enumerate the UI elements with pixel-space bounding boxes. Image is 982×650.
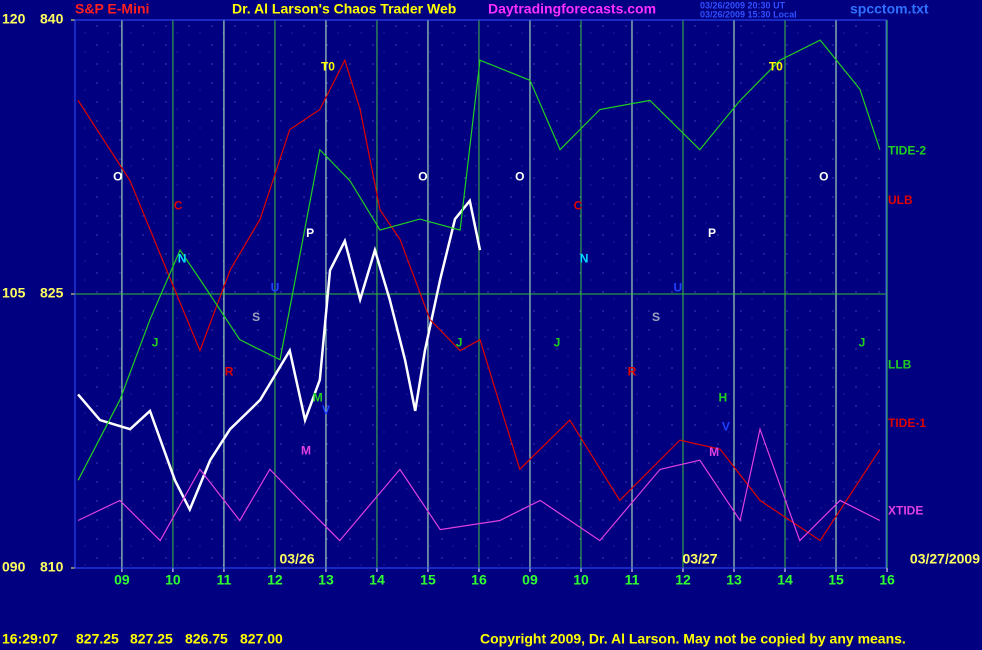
annotation: H bbox=[718, 390, 727, 404]
website: Daytradingforecasts.com bbox=[488, 1, 656, 17]
y2-tick-label: 090 bbox=[2, 559, 26, 575]
x-tick-label: 13 bbox=[318, 572, 334, 588]
annotation: C bbox=[574, 198, 583, 212]
x-tick-label: 16 bbox=[879, 572, 895, 588]
annotation: J bbox=[152, 335, 159, 349]
y-tick-label: 810 bbox=[40, 559, 64, 575]
annotation: O bbox=[418, 169, 427, 183]
y-tick-label: 825 bbox=[40, 285, 64, 301]
date-label: 03/27/2009 bbox=[910, 551, 980, 567]
annotation: U bbox=[674, 281, 683, 295]
chart-title: Dr. Al Larson's Chaos Trader Web bbox=[232, 1, 456, 17]
file-name: spcctom.txt bbox=[850, 1, 929, 17]
annotation: N bbox=[580, 251, 589, 265]
x-tick-label: 09 bbox=[522, 572, 538, 588]
timestamp: 03/26/2009 15:30 Local bbox=[700, 9, 797, 19]
annotation: M bbox=[313, 390, 323, 404]
x-tick-label: 10 bbox=[165, 572, 181, 588]
series-line bbox=[77, 426, 881, 542]
annotation: T0 bbox=[321, 60, 335, 74]
x-tick-label: 11 bbox=[217, 572, 232, 588]
x-tick-label: 10 bbox=[573, 572, 589, 588]
timestamp: 03/26/2009 20:30 UT bbox=[700, 0, 786, 10]
x-tick-label: 15 bbox=[420, 572, 436, 588]
x-tick-label: 09 bbox=[114, 572, 130, 588]
annotation: V bbox=[722, 420, 730, 434]
symbol: S&P E-Mini bbox=[75, 1, 149, 17]
x-tick-label: 14 bbox=[777, 572, 793, 588]
status-open: 827.25 bbox=[76, 631, 119, 647]
right-label: ULB bbox=[888, 193, 913, 207]
annotation: S bbox=[252, 310, 260, 324]
plot: 09 10 11 12 13 14 15 16 09 10 11 12 13 14 15 16 810 825 84… bbox=[2, 11, 895, 588]
x-tick-label: 15 bbox=[828, 572, 844, 588]
annotation: U bbox=[271, 281, 280, 295]
annotation: R bbox=[628, 365, 637, 379]
annotation: S bbox=[652, 310, 660, 324]
right-label: LLB bbox=[888, 357, 912, 371]
annotation: O bbox=[113, 169, 122, 183]
right-label: TIDE-2 bbox=[888, 144, 926, 158]
annotation: T0 bbox=[769, 60, 783, 74]
status-close: 827.00 bbox=[240, 631, 283, 647]
series-line bbox=[77, 58, 881, 542]
right-label: TIDE-1 bbox=[888, 416, 926, 430]
status-high: 827.25 bbox=[130, 631, 173, 647]
x-tick-label: 16 bbox=[471, 572, 487, 588]
annotation: M bbox=[301, 443, 311, 457]
annotation: C bbox=[174, 198, 183, 212]
plot-border bbox=[74, 19, 887, 569]
annotation: V bbox=[322, 403, 330, 417]
annotation: P bbox=[708, 226, 716, 240]
annotation: N bbox=[178, 251, 187, 265]
annotation: J bbox=[554, 335, 561, 349]
date-label: 03/26 bbox=[279, 551, 314, 567]
x-tick-label: 12 bbox=[267, 572, 283, 588]
annotation: J bbox=[859, 335, 866, 349]
status-low: 826.75 bbox=[185, 631, 228, 647]
series-line bbox=[77, 198, 482, 513]
y2-tick-label: 120 bbox=[2, 11, 26, 27]
y-tick-label: 840 bbox=[40, 11, 64, 27]
annotation: O bbox=[515, 169, 524, 183]
annotation: O bbox=[819, 169, 828, 183]
right-label: XTIDE bbox=[888, 504, 923, 518]
annotation: R bbox=[225, 365, 234, 379]
y2-tick-label: 105 bbox=[2, 285, 26, 301]
copyright: Copyright 2009, Dr. Al Larson. May not b… bbox=[480, 631, 906, 647]
date-label: 03/27 bbox=[682, 551, 717, 567]
series-line bbox=[77, 39, 881, 481]
x-tick-label: 12 bbox=[675, 572, 691, 588]
annotation: J bbox=[456, 335, 463, 349]
x-tick-label: 11 bbox=[625, 572, 640, 588]
status-time: 16:29:07 bbox=[2, 631, 58, 647]
x-tick-label: 14 bbox=[369, 572, 385, 588]
annotation: M bbox=[709, 445, 719, 459]
annotation: P bbox=[306, 226, 314, 240]
x-tick-label: 13 bbox=[726, 572, 742, 588]
